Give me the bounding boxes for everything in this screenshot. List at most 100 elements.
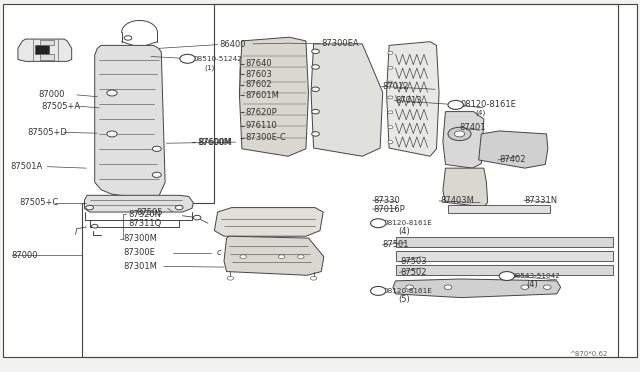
Text: 87503: 87503 <box>401 257 428 266</box>
Circle shape <box>180 54 195 63</box>
Text: (4): (4) <box>526 280 538 289</box>
Circle shape <box>388 81 393 84</box>
Polygon shape <box>393 279 561 298</box>
Text: 87016P: 87016P <box>374 205 406 214</box>
Text: (4): (4) <box>398 227 410 236</box>
Text: 87301M: 87301M <box>123 262 157 271</box>
Polygon shape <box>443 168 488 207</box>
Bar <box>396 265 613 275</box>
Circle shape <box>312 109 319 114</box>
Text: 08120-8161E: 08120-8161E <box>461 100 516 109</box>
Text: ^870*0.62: ^870*0.62 <box>570 351 608 357</box>
Text: 87300EA: 87300EA <box>321 39 359 48</box>
Circle shape <box>86 205 93 210</box>
Text: 87403M: 87403M <box>440 196 474 205</box>
Circle shape <box>312 65 319 69</box>
Circle shape <box>388 51 393 54</box>
Polygon shape <box>95 45 165 196</box>
Text: 86400: 86400 <box>219 40 245 49</box>
Text: 87401: 87401 <box>460 124 486 132</box>
Polygon shape <box>479 131 548 168</box>
Circle shape <box>499 272 515 280</box>
Circle shape <box>454 131 465 137</box>
Text: B: B <box>453 102 458 108</box>
Text: 87505+C: 87505+C <box>19 198 58 207</box>
Text: 87640: 87640 <box>246 60 273 68</box>
Text: 87603: 87603 <box>246 70 273 79</box>
Circle shape <box>227 276 234 280</box>
Text: 87000: 87000 <box>38 90 65 99</box>
Text: 87300M: 87300M <box>123 234 157 243</box>
Circle shape <box>312 132 319 136</box>
Text: 87600M: 87600M <box>198 138 232 147</box>
Text: 87000: 87000 <box>12 251 38 260</box>
Text: B: B <box>376 220 381 226</box>
Polygon shape <box>214 208 323 236</box>
Text: 87501A: 87501A <box>10 162 42 171</box>
Bar <box>396 251 613 261</box>
Text: 87331N: 87331N <box>525 196 558 205</box>
Text: S: S <box>186 56 189 62</box>
Bar <box>396 237 613 247</box>
Circle shape <box>448 100 463 109</box>
Circle shape <box>388 111 393 114</box>
Circle shape <box>107 90 117 96</box>
Circle shape <box>543 285 551 289</box>
Text: 87505+A: 87505+A <box>41 102 80 110</box>
Polygon shape <box>224 236 324 275</box>
Circle shape <box>193 215 201 220</box>
Text: 87300E: 87300E <box>123 248 155 257</box>
Text: 08543-51042: 08543-51042 <box>512 273 561 279</box>
Polygon shape <box>443 112 484 168</box>
Circle shape <box>448 127 471 141</box>
Text: B: B <box>376 288 381 294</box>
Polygon shape <box>84 195 193 212</box>
Circle shape <box>310 276 317 280</box>
Circle shape <box>444 285 452 289</box>
Text: c: c <box>216 248 221 257</box>
Text: 87330: 87330 <box>374 196 401 205</box>
Circle shape <box>312 87 319 92</box>
Circle shape <box>388 141 393 144</box>
Text: 87601M: 87601M <box>246 91 280 100</box>
Polygon shape <box>387 42 439 156</box>
Text: S: S <box>505 273 509 279</box>
Circle shape <box>278 255 285 259</box>
Bar <box>35 45 49 54</box>
Text: 87600M: 87600M <box>197 138 231 147</box>
Circle shape <box>152 146 161 151</box>
Text: 87502: 87502 <box>401 268 427 277</box>
Circle shape <box>152 172 161 177</box>
Text: 87012: 87012 <box>383 82 409 91</box>
Circle shape <box>175 205 183 210</box>
Text: 87320N: 87320N <box>128 210 161 219</box>
Bar <box>40 40 54 45</box>
Bar <box>40 54 54 60</box>
Polygon shape <box>18 39 72 61</box>
Circle shape <box>92 224 98 228</box>
Text: (4): (4) <box>475 109 485 116</box>
Circle shape <box>240 255 246 259</box>
Circle shape <box>298 255 304 259</box>
Circle shape <box>312 49 319 54</box>
Text: 08120-8161E: 08120-8161E <box>384 288 433 294</box>
Text: 87402: 87402 <box>499 155 525 164</box>
Polygon shape <box>311 44 383 156</box>
Circle shape <box>388 96 393 99</box>
Text: 87501: 87501 <box>383 240 409 249</box>
Text: 87620P: 87620P <box>246 108 278 117</box>
Text: 87602: 87602 <box>246 80 273 89</box>
Text: 87505+D: 87505+D <box>27 128 67 137</box>
Circle shape <box>388 126 393 129</box>
Text: 87013: 87013 <box>396 96 422 105</box>
Circle shape <box>371 286 386 295</box>
Text: (1): (1) <box>205 64 215 71</box>
Text: 87311Q: 87311Q <box>128 219 161 228</box>
Circle shape <box>406 285 413 289</box>
Bar <box>448 205 550 213</box>
Polygon shape <box>239 37 308 156</box>
Circle shape <box>371 219 386 228</box>
Circle shape <box>388 66 393 69</box>
Circle shape <box>521 285 529 289</box>
Text: 87505: 87505 <box>136 208 163 217</box>
